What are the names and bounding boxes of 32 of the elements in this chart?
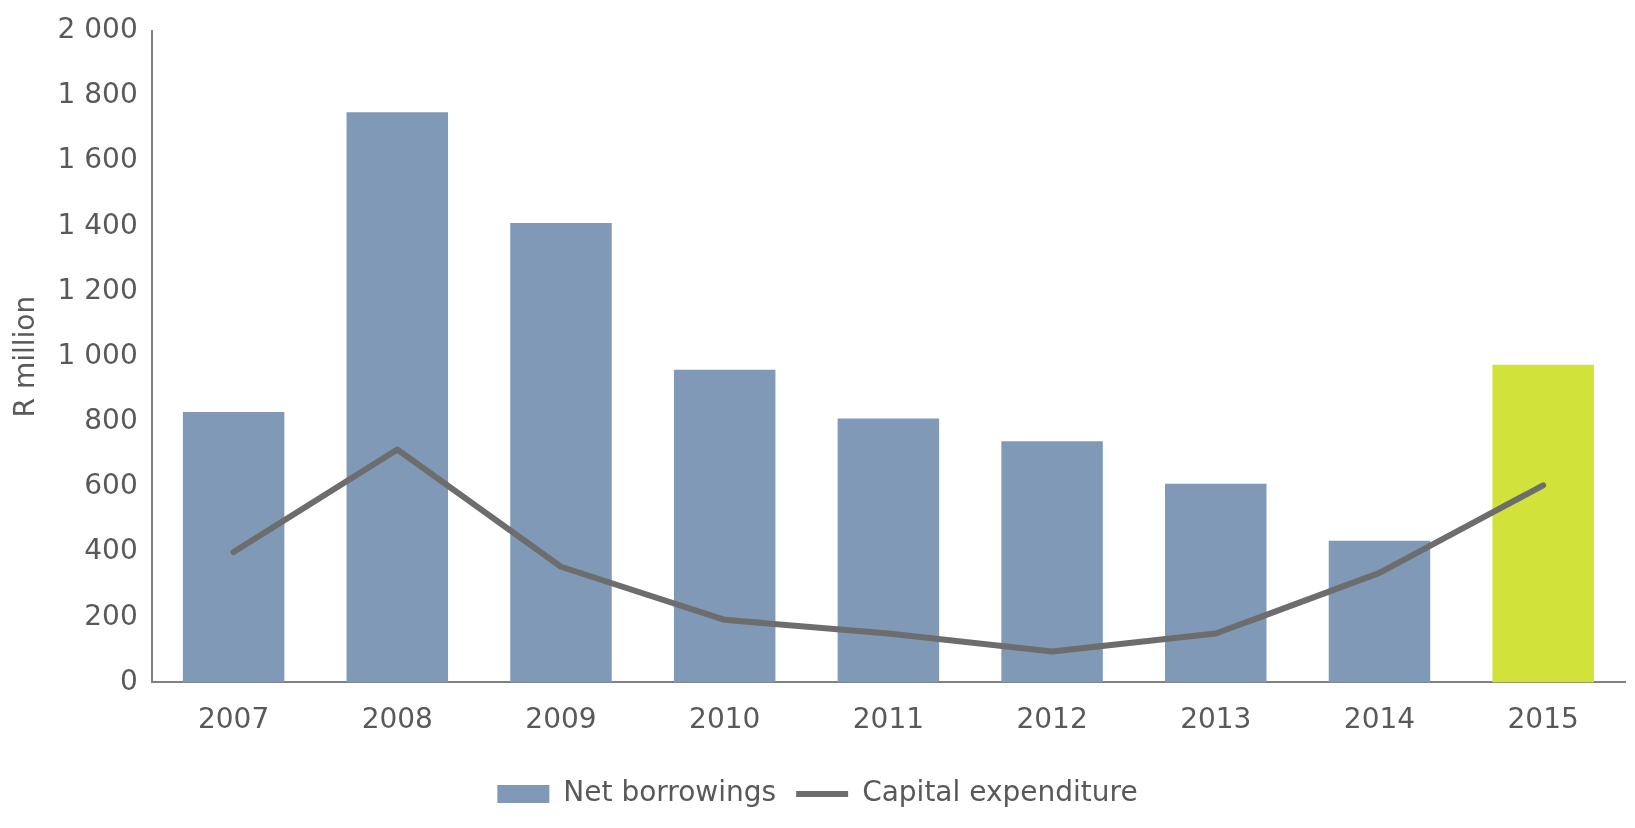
- bar: [1165, 483, 1267, 683]
- bar: [510, 223, 612, 683]
- bar: [1001, 441, 1103, 683]
- legend-label: Capital expenditure: [862, 775, 1138, 809]
- y-tick-label: 2 000: [57, 12, 138, 46]
- x-tick-label: 2012: [1016, 702, 1088, 736]
- y-tick-label: 1 800: [57, 77, 138, 111]
- x-tick-label: 2011: [852, 702, 925, 736]
- bar: [673, 369, 776, 683]
- y-tick-label: 0: [119, 663, 138, 697]
- y-tick-label: 1 000: [57, 337, 138, 371]
- bar: [346, 112, 449, 683]
- x-tick-label: 2013: [1180, 702, 1252, 736]
- x-tick-label: 2014: [1343, 702, 1416, 736]
- legend-label: Net borrowings: [563, 775, 777, 809]
- y-tick-label: 800: [84, 403, 138, 437]
- bar: [1492, 364, 1594, 683]
- y-tick-label: 200: [84, 598, 138, 632]
- y-tick-label: 1 200: [57, 272, 138, 306]
- x-tick-label: 2009: [525, 702, 597, 736]
- y-tick-label: 600: [84, 468, 138, 502]
- bar: [182, 411, 285, 683]
- x-tick-label: 2015: [1507, 702, 1579, 736]
- x-tick-label: 2007: [197, 702, 270, 736]
- bar: [837, 418, 940, 683]
- x-tick-label: 2008: [361, 702, 433, 736]
- y-tick-label: 1 400: [57, 207, 138, 241]
- x-tick-label: 2010: [689, 702, 761, 736]
- y-tick-label: 400: [84, 533, 138, 567]
- y-tick-label: 1 600: [57, 142, 138, 176]
- y-axis-title: R million: [8, 295, 42, 418]
- bar: [1328, 540, 1431, 683]
